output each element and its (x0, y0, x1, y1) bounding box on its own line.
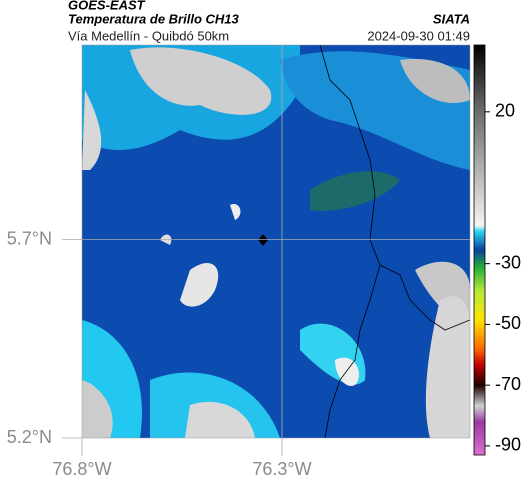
lon-label: 76.3°W (252, 459, 311, 479)
colorbar-label: -30 (495, 252, 521, 272)
title: GOES-EAST (68, 0, 146, 12)
lon-label: 76.8°W (52, 459, 111, 479)
colorbar-label: 20 (495, 101, 515, 121)
lat-label: 5.2°N (7, 427, 52, 447)
subtitle: Temperatura de Brillo CH13 (68, 11, 240, 26)
datetime: 2024-09-30 01:49 (367, 28, 470, 43)
map-frame (81, 44, 471, 439)
region: Vía Medellín - Quibdó 50km (68, 28, 229, 43)
colorbar-label: -50 (495, 313, 521, 333)
source: SIATA (433, 11, 470, 26)
colorbar (473, 44, 486, 456)
lat-label: 5.7°N (7, 228, 52, 248)
colorbar-label: -90 (495, 435, 521, 455)
map-image (82, 45, 470, 438)
colorbar-label: -70 (495, 374, 521, 394)
